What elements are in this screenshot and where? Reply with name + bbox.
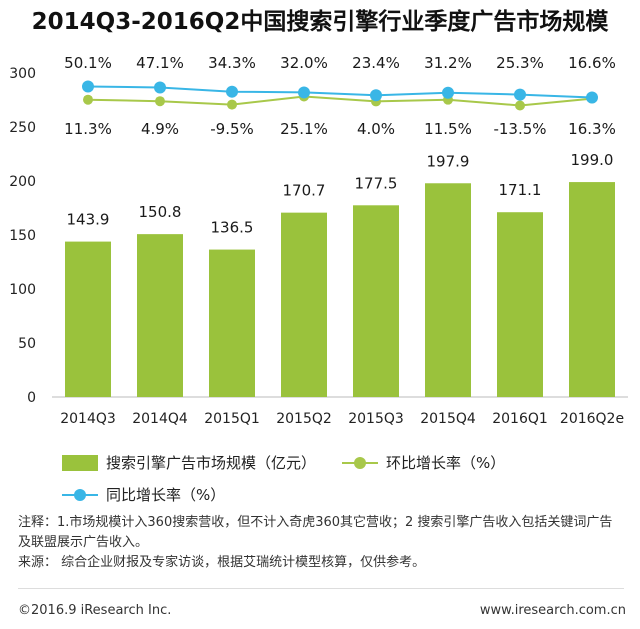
yoy-value-label: 16.6% — [568, 54, 616, 72]
yoy-value-label: 31.2% — [424, 54, 472, 72]
yoy-value-label: 34.3% — [208, 54, 256, 72]
yoy-value-label: 32.0% — [280, 54, 328, 72]
bar — [353, 205, 399, 397]
chart-notes: 注释：1.市场规模计入360搜索营收，但不计入奇虎360其它营收；2 搜索引擎广… — [18, 513, 624, 573]
x-tick-label: 2014Q4 — [132, 411, 188, 427]
bar-value-label: 171.1 — [499, 181, 542, 199]
bar — [137, 234, 183, 397]
y-tick-label: 100 — [9, 282, 36, 298]
mom-value-label: 11.3% — [64, 120, 112, 138]
x-tick-label: 2015Q3 — [348, 411, 404, 427]
note-text: 注释：1.市场规模计入360搜索营收，但不计入奇虎360其它营收；2 搜索引擎广… — [18, 515, 613, 550]
legend-swatch-mom — [342, 455, 379, 471]
x-tick-label: 2014Q3 — [60, 411, 116, 427]
legend-label-mom: 环比增长率（%） — [386, 454, 506, 472]
y-tick-label: 250 — [9, 120, 36, 136]
bar-value-label: 150.8 — [139, 203, 182, 221]
legend-label-market-size: 搜索引擎广告市场规模（亿元） — [106, 454, 317, 472]
bar — [209, 249, 255, 397]
mom-value-label: 16.3% — [568, 120, 616, 138]
mom-point — [155, 96, 165, 107]
legend-swatch-bar — [62, 454, 98, 471]
bar — [425, 183, 471, 397]
mom-series-line — [87, 95, 593, 107]
yoy-point — [514, 88, 526, 101]
yoy-point — [442, 86, 454, 99]
mom-value-label: 4.9% — [141, 120, 179, 138]
yoy-point — [154, 81, 166, 94]
footer-divider — [18, 588, 624, 589]
x-tick-label: 2016Q2e — [560, 411, 624, 427]
legend-item-yoy: 同比增长率（%） — [62, 484, 225, 505]
mom-value-label: 4.0% — [357, 120, 395, 138]
yoy-point — [298, 86, 310, 99]
bar-value-label: 136.5 — [211, 219, 254, 237]
y-tick-label: 0 — [27, 390, 36, 406]
x-tick-label: 2015Q1 — [204, 411, 260, 427]
mom-point — [515, 100, 525, 111]
footer-copyright: ©2016.9 iResearch Inc. — [18, 603, 172, 618]
legend-row-1: 搜索引擎广告市场规模（亿元） 环比增长率（%） — [62, 452, 531, 473]
chart-title: 2014Q3-2016Q2中国搜索引擎行业季度广告市场规模 — [31, 9, 609, 35]
y-tick-label: 50 — [18, 336, 36, 352]
bar-value-label: 199.0 — [571, 151, 614, 169]
x-tick-label: 2015Q4 — [420, 411, 476, 427]
yoy-series-line — [87, 85, 593, 99]
yoy-value-label: 50.1% — [64, 54, 112, 72]
y-tick-label: 150 — [9, 228, 36, 244]
bar — [65, 241, 111, 397]
bar — [281, 212, 327, 397]
mom-point — [227, 99, 237, 110]
yoy-point — [586, 91, 598, 104]
yoy-point — [82, 80, 94, 93]
footer-website: www.iresearch.com.cn — [479, 603, 626, 618]
source-text: 来源： 综合企业财报及专家访谈，根据艾瑞统计模型核算，仅供参考。 — [18, 555, 426, 570]
mom-value-label: -9.5% — [210, 120, 254, 138]
legend-swatch-yoy — [62, 487, 98, 503]
mom-point — [83, 94, 93, 105]
bar-value-label: 143.9 — [67, 211, 110, 229]
legend-row-2: 同比增长率（%） — [62, 484, 251, 505]
x-tick-label: 2016Q1 — [492, 411, 548, 427]
bar-line-chart: 0 50 100 150 200 250 300 143.9 150.8 136.5 170.7 17… — [9, 54, 628, 427]
legend-item-mom: 环比增长率（%） — [342, 452, 505, 473]
bar — [569, 182, 615, 397]
yoy-value-label: 47.1% — [136, 54, 184, 72]
bar-value-label: 197.9 — [427, 152, 470, 170]
mom-value-label: -13.5% — [493, 120, 546, 138]
yoy-point — [370, 89, 382, 102]
bar-value-label: 177.5 — [355, 174, 398, 192]
yoy-value-label: 25.3% — [496, 54, 544, 72]
y-tick-label: 300 — [9, 66, 36, 82]
bar-value-label: 170.7 — [283, 182, 326, 200]
legend-label-yoy: 同比增长率（%） — [106, 486, 226, 504]
x-tick-label: 2015Q2 — [276, 411, 332, 427]
mom-value-label: 11.5% — [424, 120, 472, 138]
mom-value-label: 25.1% — [280, 120, 328, 138]
bar — [497, 212, 543, 397]
yoy-point — [226, 85, 238, 98]
yoy-value-label: 23.4% — [352, 54, 400, 72]
y-tick-label: 200 — [9, 174, 36, 190]
legend-item-market-size: 搜索引擎广告市场规模（亿元） — [62, 452, 316, 473]
